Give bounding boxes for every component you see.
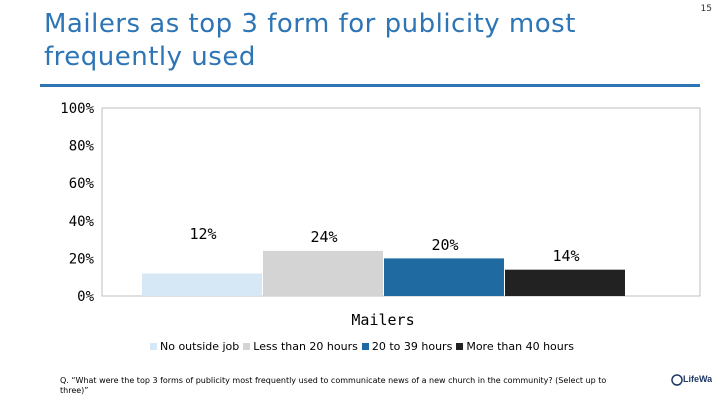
legend-label: Less than 20 hours [253,339,358,353]
bar-1 [142,273,262,296]
data-label: 20% [431,236,458,254]
legend-item: 20 to 39 hours [361,339,453,353]
legend-label: More than 40 hours [466,339,575,353]
data-label: 14% [552,247,579,265]
slide-title: Mailers as top 3 form for publicity most… [44,9,576,72]
bar-4 [505,269,625,296]
legend-item: More than 40 hours [456,340,574,353]
legend-swatch [361,342,369,350]
legend-swatch [243,342,251,350]
chart-legend: No outside job Less than 20 hours 20 to 39… [150,339,578,353]
page-number: 15 [700,4,712,14]
legend-swatch [150,342,157,350]
survey-question-footnote: Q. “What were the top 3 forms of publici… [60,376,607,395]
y-tick-label: 80% [69,139,95,155]
y-tick-label: 20% [69,251,95,267]
lifeway-research-logo: LifeWay RESEARCH [671,374,712,386]
y-tick-label: 40% [69,214,95,230]
y-tick-label: 100% [60,101,94,117]
bar-3 [384,258,504,296]
y-tick-label: 0% [77,289,94,305]
legend-item: No outside job [150,340,239,353]
legend-item: Less than 20 hours [243,340,358,353]
legend-swatch [456,342,464,350]
bar-2 [263,250,383,296]
data-label: 24% [310,228,337,246]
legend-label: 20 to 39 hours [371,339,453,353]
title-divider [40,84,700,87]
x-category-label: Mailers [351,311,414,329]
logo-text: LifeWay RESEARCH [683,374,712,384]
y-tick-label: 60% [69,176,95,192]
bar-chart: 0% 20% 40% 60% 80% 100% 12% 24% 20% 14% Mailers [60,101,701,329]
data-label: 12% [189,225,216,243]
legend-label: No outside job [160,339,240,353]
